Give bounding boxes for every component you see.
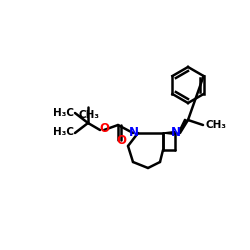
Text: CH₃: CH₃ — [205, 120, 226, 130]
Polygon shape — [178, 119, 187, 133]
Polygon shape — [163, 132, 175, 134]
Text: O: O — [99, 122, 109, 134]
Text: N: N — [171, 126, 181, 138]
Text: O: O — [116, 134, 126, 147]
Text: H₃C: H₃C — [53, 108, 74, 118]
Text: CH₃: CH₃ — [78, 110, 100, 120]
Text: H₃C: H₃C — [53, 127, 74, 137]
Text: N: N — [129, 126, 139, 140]
